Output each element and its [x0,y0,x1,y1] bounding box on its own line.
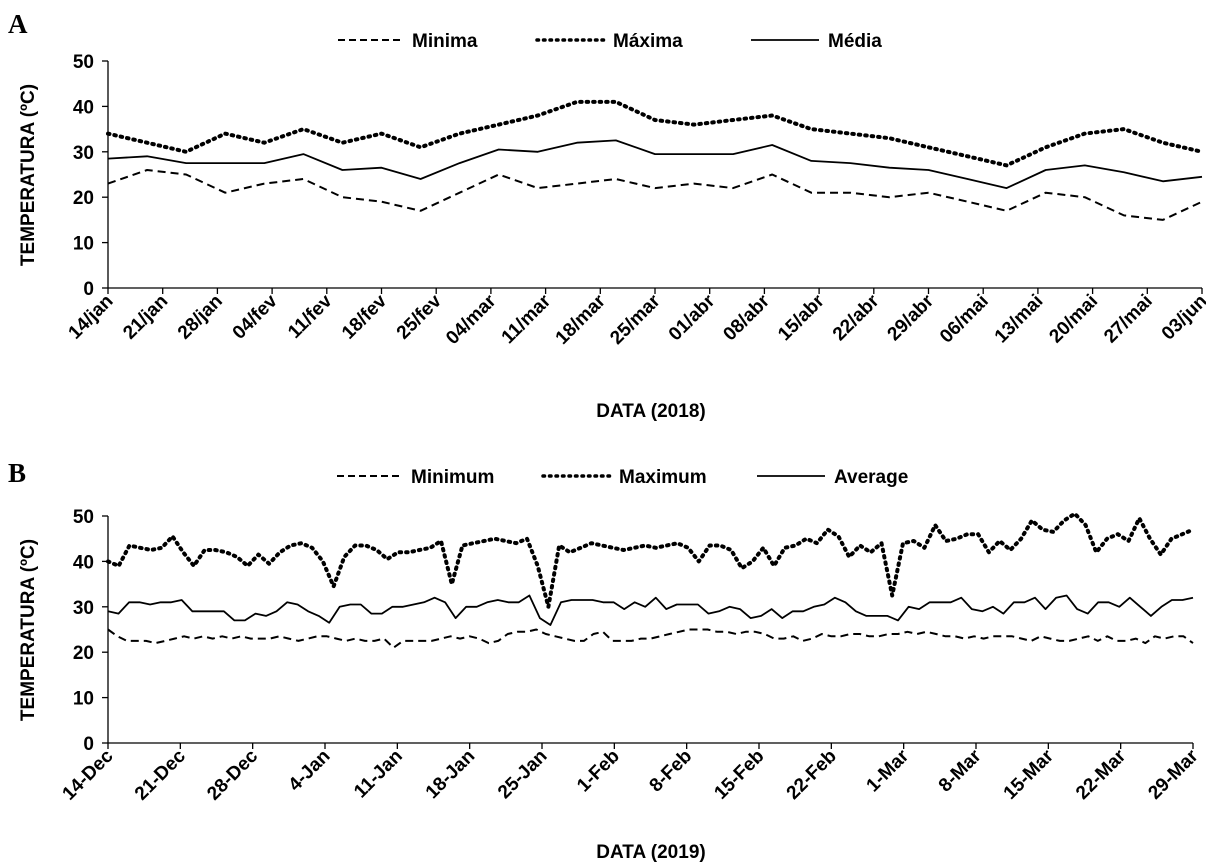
panel-a-x-tick-label: 29/abr [884,290,939,345]
panel-a-x-axis-title: DATA (2018) [596,401,705,422]
panel-b-plot [106,511,1195,649]
panel-a-x-tick-label: 13/mai [991,291,1048,348]
panel-a-y-tick-label: 0 [83,279,94,300]
panel-b-x-tick-label: 4-Jan [285,746,335,796]
panel-b-x-tick-label: 21-Dec [131,745,190,804]
panel-b-series-average [107,594,1194,626]
panel-b-x-tick-label: 22-Feb [783,746,841,804]
panel-b-x-tick-label: 11-Jan [350,746,407,803]
panel-b-x-tick-label: 8-Feb [646,746,697,797]
legend-minima-label: Minima [412,31,478,52]
panel-a-x-tick-label: 15/abr [774,290,829,345]
panel-a-x-tick-label: 04/mar [442,290,501,349]
panel-b-y-tick-label: 10 [73,689,94,710]
panel-b-x-tick-label: 15-Mar [1000,745,1059,804]
panel-a-series-minima [107,169,1203,221]
panel-a-x-tick-label: 08/abr [719,290,774,345]
panel-a-label: A [8,9,28,39]
panel-b-x-tick-label: 29-Mar [1144,745,1203,804]
panel-a-x-tick-label: 04/fev [229,290,282,343]
panel-a-x-tick-label: 22/abr [829,290,884,345]
panel-a-legend: Minima Máxima Média [338,31,882,52]
panel-a-series-media [107,139,1203,190]
panel-a-x-tick-label: 01/abr [665,290,720,345]
panel-a-x-tick-label: 21/jan [119,291,172,344]
panel-b-y-axis-title: TEMPERATURA (ºC) [18,539,39,721]
panel-a-x-tick-label: 25/fev [393,290,446,343]
panel-a-x-tick-label: 11/fev [284,290,337,343]
panel-a-y-tick-label: 30 [73,143,94,164]
panel-b-x-tick-label: 25-Jan [494,746,551,803]
panel-b-x-tick-label: 8-Mar [935,745,986,796]
panel-b-x-tick-label: 18-Jan [422,746,479,803]
panel-a-plot [106,99,1204,221]
panel-a-x-tick-label: 28/jan [174,291,227,344]
panel-a-y-tick-label: 20 [73,188,94,209]
panel-a-y-tick-label: 10 [73,234,94,255]
panel-a-x-tick-label: 27/mai [1100,291,1157,348]
panel-a-x-tick-label: 11/mar [498,290,556,348]
panel-b-y-tick-label: 50 [73,507,94,528]
legend-maximum-label: Maximum [619,467,707,488]
panel-b-series-minimum [107,628,1194,649]
panel-b-x-tick-label: 28-Dec [203,745,262,804]
legend-maxima-label: Máxima [613,31,683,52]
panel-b-y-tick-label: 20 [73,643,94,664]
legend-media-label: Média [828,31,882,52]
panel-a-y-tick-label: 50 [73,52,94,73]
panel-b-legend: Minimum Maximum Average [337,467,908,488]
panel-a-x-tick-label: 06/mai [936,291,993,348]
panel-b-y-tick-label: 0 [83,734,94,755]
legend-minimum-label: Minimum [411,467,494,488]
panel-a-x-tick-label: 18/fev [338,290,391,343]
panel-a-y-tick-label: 40 [73,97,94,118]
legend-average-label: Average [834,467,908,488]
panel-a-x-tick-label: 18/mar [552,290,611,349]
panel-b-y-tick-label: 40 [73,552,94,573]
panel-b-series-maximum [106,511,1195,609]
panel-b-x-tick-label: 15-Feb [710,746,768,804]
panel-a-series-maxima [106,99,1204,168]
panel-b: B Minimum Maximum Average 0102030405014-… [8,458,1203,863]
panel-b-x-tick-label: 1-Mar [863,745,914,796]
panel-b-x-tick-label: 1-Feb [573,746,624,797]
panel-a-x-tick-label: 20/mai [1045,291,1102,348]
panel-b-label: B [8,458,26,488]
panel-b-x-tick-label: 22-Mar [1072,745,1131,804]
panel-a-x-tick-label: 03/jun [1158,291,1206,345]
panel-b-y-tick-label: 30 [73,598,94,619]
panel-a-x-tick-label: 25/mar [606,290,665,349]
panel-b-x-axis-title: DATA (2019) [596,842,705,863]
panel-a-y-axis-title: TEMPERATURA (ºC) [18,84,39,266]
